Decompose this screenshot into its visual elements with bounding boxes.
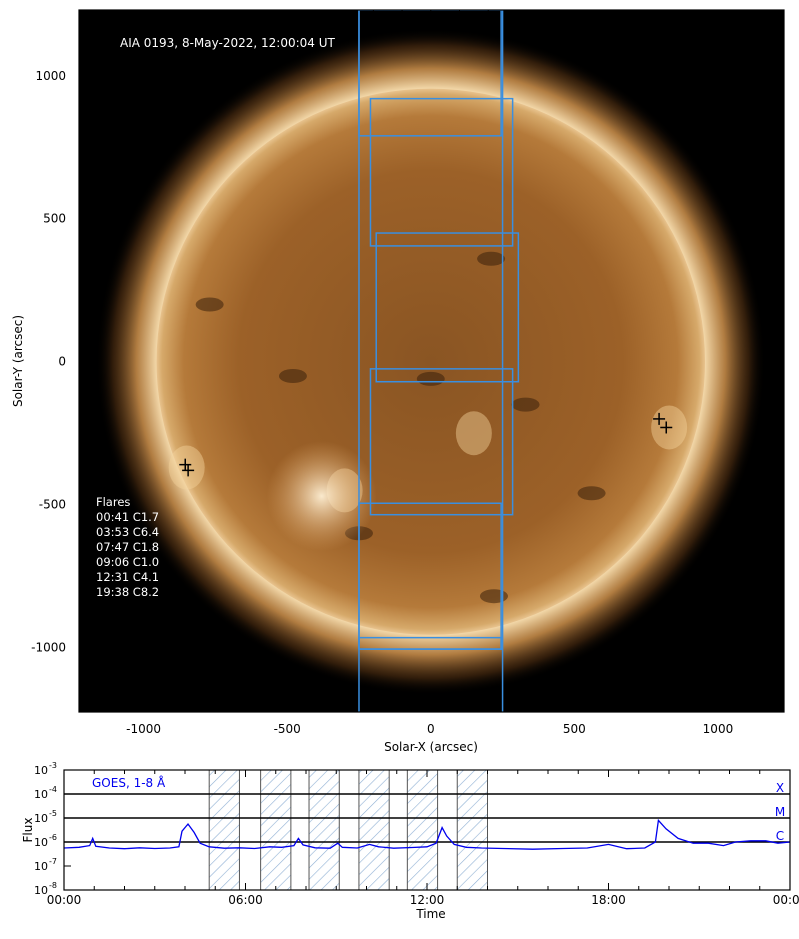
shaded-interval [308,770,340,890]
goes-x-ticks: 00:00 06:00 12:00 18:00 00:00 [47,770,799,907]
x-tick-label: 500 [563,722,586,736]
y-tick-label: 500 [43,212,66,226]
flare-list-item: 03:53 C6.4 [96,525,159,539]
dark-feature [278,369,307,384]
solar-image-panel: -1000 -500 0 500 1000 -1000 -500 0 500 1000 AIA … [11,9,785,754]
dark-feature [416,371,445,386]
dark-feature [577,486,606,501]
goes-x-tick-label: 12:00 [410,893,445,907]
flare-marker [179,458,192,471]
y-tick-label: 0 [58,355,66,369]
flare-list-item: 07:47 C1.8 [96,540,159,554]
flare-list-item: 00:41 C1.7 [96,510,159,524]
dark-feature [479,589,508,604]
flare-list-item: 09:06 C1.0 [96,555,159,569]
goes-y-tick-label: 10 [34,812,48,825]
flare-list-item: 12:31 C4.1 [96,570,159,584]
goes-y-tick-exponent: -4 [49,785,57,794]
shaded-interval [208,770,240,890]
goes-x-axis-label: Time [415,907,445,921]
goes-y-axis-label: Flux [21,818,35,843]
goes-y-tick-exponent: -7 [49,857,57,866]
goes-y-tick-exponent: -3 [49,761,57,770]
dark-feature [195,297,224,312]
pointing-box [358,636,502,650]
pointing-boxes [358,10,520,712]
image-frame [78,9,785,713]
x-tick-label: 0 [427,722,435,736]
goes-y-tick-label: 10 [34,884,48,897]
goes-x-tick-label: 18:00 [591,893,626,907]
image-y-ticks: -1000 -500 0 500 1000 [31,18,784,706]
goes-y-tick-label: 10 [34,788,48,801]
flare-markers [179,412,673,477]
shaded-interval [260,770,292,890]
goes-y-tick-label: 10 [34,764,48,777]
flare-marker [182,464,195,477]
x-tick-label: -1000 [126,722,161,736]
pointing-box [358,10,502,137]
goes-x-tick-label: 00:00 [47,893,82,907]
class-label: C [776,829,784,843]
class-label: X [776,781,784,795]
goes-class-labels: XMC [775,781,785,843]
goes-y-tick-exponent: -8 [49,881,57,890]
goes-x-tick-label: 06:00 [228,893,263,907]
image-x-axis-label: Solar-X (arcsec) [384,740,478,754]
y-tick-label: 1000 [35,69,66,83]
bright-feature [168,445,205,490]
goes-flux-curve [64,818,790,850]
goes-shaded-intervals [208,770,488,890]
shaded-interval [358,770,390,890]
pointing-box [369,97,514,247]
shaded-interval [406,770,439,890]
goes-y-tick-label: 10 [34,860,48,873]
shaded-interval [456,770,488,890]
pointing-box [369,368,514,516]
y-tick-label: -1000 [31,641,66,655]
y-tick-label: -500 [39,498,66,512]
flare-list-item: 19:38 C8.2 [96,585,159,599]
bright-feature [455,411,492,456]
active-region-bright [266,441,377,552]
goes-y-ticks: 10-810-710-610-510-410-3 [34,761,71,897]
image-title: AIA 0193, 8-May-2022, 12:00:04 UT [120,36,335,50]
image-x-ticks: -1000 -500 0 500 1000 [85,10,776,736]
goes-y-tick-exponent: -5 [49,809,57,818]
goes-y-tick-exponent: -6 [49,833,57,842]
goes-legend: GOES, 1-8 Å [92,775,166,790]
goes-y-tick-label: 10 [34,836,48,849]
x-tick-label: 1000 [703,722,734,736]
flare-list-heading: Flares [96,495,130,509]
solar-disk [156,88,706,635]
dark-feature [511,397,540,412]
x-tick-label: -500 [274,722,301,736]
image-y-axis-label: Solar-Y (arcsec) [11,315,25,407]
sun-image [96,10,766,712]
pointing-box [375,232,520,383]
goes-class-levels [64,793,790,843]
class-label: M [775,805,785,819]
dark-feature [477,251,506,266]
flare-marker [660,421,673,434]
flare-list: Flares 00:41 C1.7 03:53 C6.4 07:47 C1.8 … [96,495,159,599]
goes-x-tick-label: 00:00 [773,893,799,907]
flare-marker [653,412,666,425]
